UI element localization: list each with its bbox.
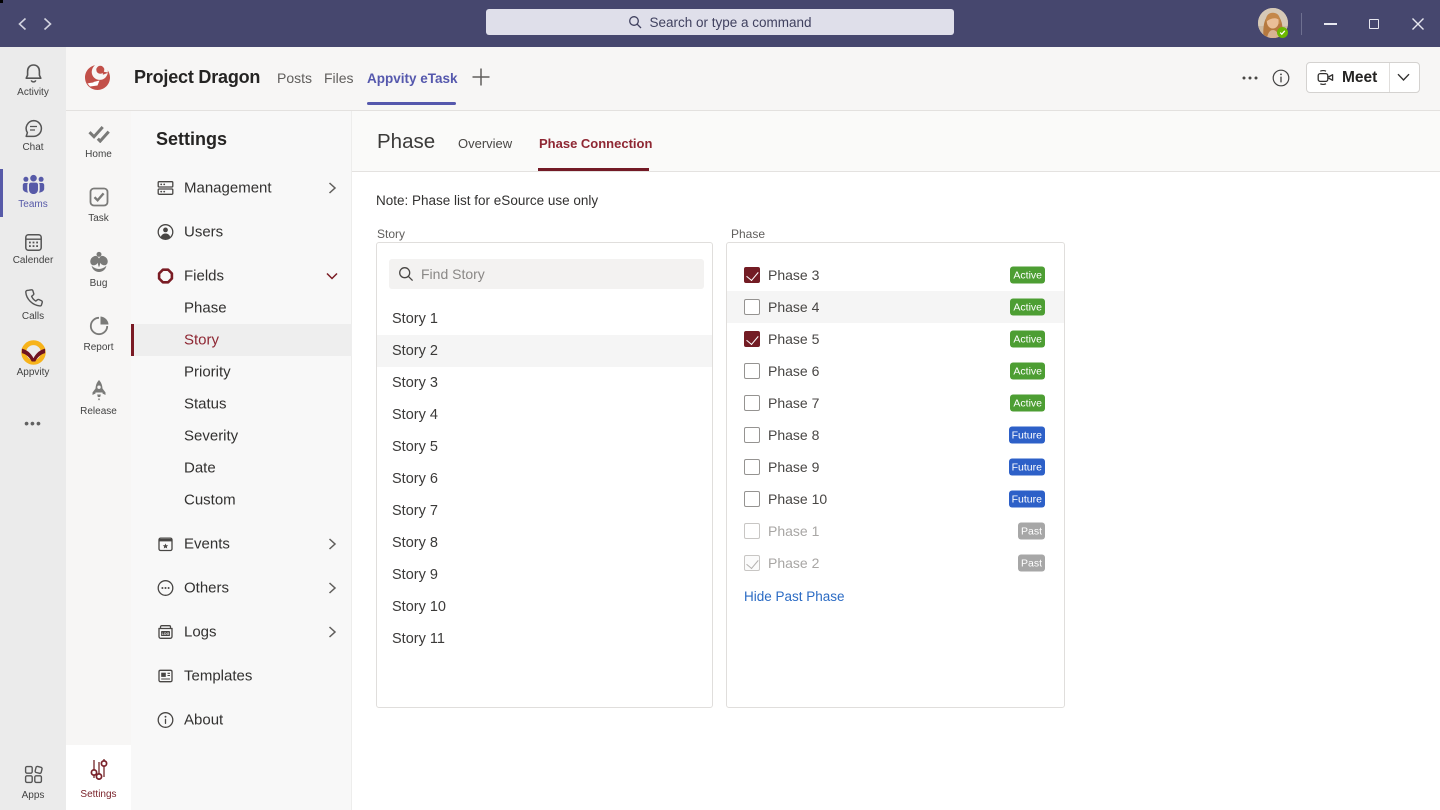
svg-text:LOG: LOG (162, 632, 170, 636)
